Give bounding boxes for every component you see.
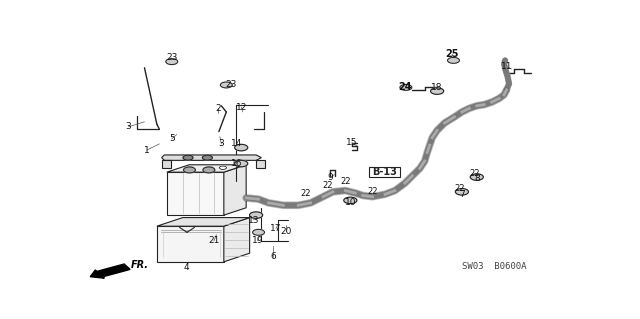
Circle shape <box>202 155 212 160</box>
Text: 3: 3 <box>125 122 131 131</box>
Text: 20: 20 <box>280 226 292 236</box>
Text: 3: 3 <box>218 139 224 148</box>
Text: 23: 23 <box>166 53 177 63</box>
Text: B-13: B-13 <box>372 167 397 177</box>
Text: SW03  B0600A: SW03 B0600A <box>462 262 527 271</box>
Text: 8: 8 <box>474 174 479 183</box>
Circle shape <box>235 160 248 167</box>
Text: 14: 14 <box>230 139 242 148</box>
Text: 9: 9 <box>328 173 333 182</box>
Text: 17: 17 <box>270 224 282 233</box>
Text: 18: 18 <box>431 83 443 92</box>
Text: 16: 16 <box>230 159 242 168</box>
Polygon shape <box>162 155 261 160</box>
Circle shape <box>184 167 195 173</box>
Text: 22: 22 <box>469 169 479 178</box>
Circle shape <box>400 85 412 90</box>
Text: 22: 22 <box>454 184 465 193</box>
Polygon shape <box>224 218 250 262</box>
Circle shape <box>235 144 248 151</box>
Polygon shape <box>224 165 246 215</box>
Circle shape <box>203 167 215 173</box>
Circle shape <box>250 212 262 219</box>
Polygon shape <box>157 226 224 262</box>
Text: FR.: FR. <box>131 261 149 271</box>
Text: 13: 13 <box>248 216 259 225</box>
Text: 25: 25 <box>445 49 459 59</box>
Circle shape <box>166 59 178 64</box>
Text: 11: 11 <box>501 62 512 71</box>
Text: 2: 2 <box>215 104 221 113</box>
Circle shape <box>253 229 264 235</box>
Polygon shape <box>167 165 246 172</box>
Text: 15: 15 <box>346 138 358 147</box>
Text: 24: 24 <box>398 82 412 93</box>
Polygon shape <box>162 160 171 168</box>
Circle shape <box>220 166 227 169</box>
Text: 21: 21 <box>208 236 220 245</box>
Text: 22: 22 <box>323 181 333 190</box>
Text: 5: 5 <box>169 135 175 144</box>
Text: 6: 6 <box>271 252 276 261</box>
Polygon shape <box>167 172 224 215</box>
Text: 10: 10 <box>344 198 356 207</box>
Text: 23: 23 <box>225 80 237 89</box>
Text: 22: 22 <box>367 187 378 196</box>
Circle shape <box>220 82 232 88</box>
Text: 19: 19 <box>252 236 263 245</box>
Circle shape <box>447 57 460 63</box>
Circle shape <box>456 189 468 195</box>
Text: 22: 22 <box>340 177 351 187</box>
Polygon shape <box>256 160 265 168</box>
Polygon shape <box>157 218 250 226</box>
Circle shape <box>431 88 444 94</box>
FancyBboxPatch shape <box>369 167 401 177</box>
Text: 22: 22 <box>300 189 311 197</box>
Text: 7: 7 <box>459 190 465 199</box>
Text: 1: 1 <box>144 145 150 154</box>
Text: 4: 4 <box>184 263 189 272</box>
FancyArrow shape <box>90 264 130 278</box>
Circle shape <box>344 197 357 204</box>
Circle shape <box>183 155 193 160</box>
Circle shape <box>470 174 483 180</box>
Text: 12: 12 <box>236 102 247 112</box>
